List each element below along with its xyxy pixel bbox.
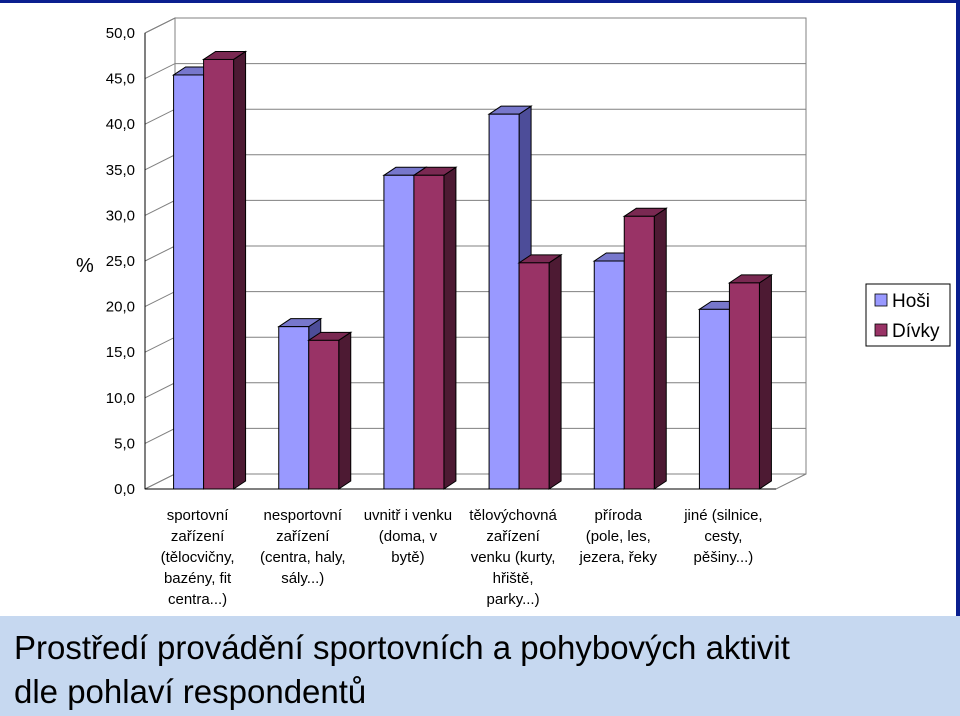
- y-axis-tick-labels: 0,0 5,0 10,0 15,0 20,0 25,0 30,0 35,0 40,0 45,0 50…: [106, 25, 135, 498]
- legend-label-hosi: Hoši: [892, 291, 930, 312]
- category-label-5: jiné (silnice, cesty, pěšiny...): [683, 507, 762, 566]
- bar-divky-0: [201, 50, 248, 490]
- bar-front-face: [173, 74, 205, 490]
- bar-front-face: [518, 262, 550, 490]
- category-label-0: sportovní zařízení (tělocvičny, bazény, fit…: [161, 507, 235, 608]
- y-tick-label: 40,0: [106, 116, 135, 133]
- category-label-1: nesportovní zařízení (centra, haly, sály...…: [260, 507, 346, 587]
- legend-swatch-hosi: [874, 293, 888, 307]
- chart-3d-bar: 0,0 5,0 10,0 15,0 20,0 25,0 30,0 35,0 40,0 45,0 50…: [76, 17, 951, 608]
- bar-front-face: [278, 326, 310, 490]
- bar-divky-5: [727, 273, 774, 490]
- y-axis-label: %: [76, 255, 94, 277]
- bar-side-face: [548, 253, 562, 490]
- slide-title: Prostředí provádění sportovních a pohybo…: [14, 626, 944, 714]
- bar-side-face: [443, 166, 457, 490]
- y-tick-label: 10,0: [106, 390, 135, 407]
- bar-front-face: [728, 282, 760, 490]
- y-tick-label: 35,0: [106, 162, 135, 179]
- bar-front-face: [383, 174, 415, 490]
- y-tick-label: 5,0: [114, 435, 135, 452]
- y-tick-label: 45,0: [106, 71, 135, 88]
- bar-divky-3: [517, 253, 563, 490]
- slide-caption: Prostředí provádění sportovních a pohybo…: [0, 616, 960, 716]
- gridline: [144, 17, 806, 34]
- bar-front-face: [413, 174, 445, 490]
- y-tick-label: 0,0: [114, 481, 135, 498]
- bar-side-face: [233, 50, 247, 490]
- bar-front-face: [623, 215, 655, 490]
- bar-side-face: [758, 273, 772, 490]
- frame-right-edge: [956, 0, 960, 620]
- category-label-3: tělovýchovná zařízení venku (kurty, hřiště,…: [469, 507, 557, 608]
- y-tick-label: 25,0: [106, 253, 135, 270]
- legend-swatch-divky: [874, 323, 888, 337]
- bars: [171, 50, 774, 490]
- x-axis-category-labels: sportovní zařízení (tělocvičny, bazény, fit…: [161, 507, 763, 608]
- gridline: [144, 63, 806, 80]
- bar-divky-1: [307, 331, 353, 490]
- frame-top-edge: [0, 0, 960, 3]
- slide-title-line-2: dle pohlaví respondentů: [14, 673, 367, 710]
- y-tick-label: 15,0: [106, 344, 135, 361]
- bar-front-face: [488, 113, 520, 490]
- bar-front-face: [698, 308, 730, 490]
- category-label-4: příroda (pole, les, jezera, řeky: [578, 507, 657, 566]
- bar-side-face: [338, 331, 352, 490]
- slide-title-line-1: Prostředí provádění sportovních a pohybo…: [14, 629, 790, 666]
- legend: Hoši Dívky: [865, 283, 951, 347]
- bar-front-face: [203, 58, 235, 490]
- category-label-2: uvnitř i venku (doma, v bytě): [364, 507, 452, 566]
- y-tick-label: 20,0: [106, 299, 135, 316]
- legend-label-divky: Dívky: [892, 321, 940, 342]
- bar-side-face: [653, 207, 667, 490]
- y-tick-label: 50,0: [106, 25, 135, 42]
- y-tick-label: 30,0: [106, 207, 135, 224]
- bar-front-face: [593, 260, 625, 490]
- bar-divky-4: [622, 207, 668, 490]
- bar-front-face: [308, 339, 340, 490]
- bar-divky-2: [412, 166, 458, 490]
